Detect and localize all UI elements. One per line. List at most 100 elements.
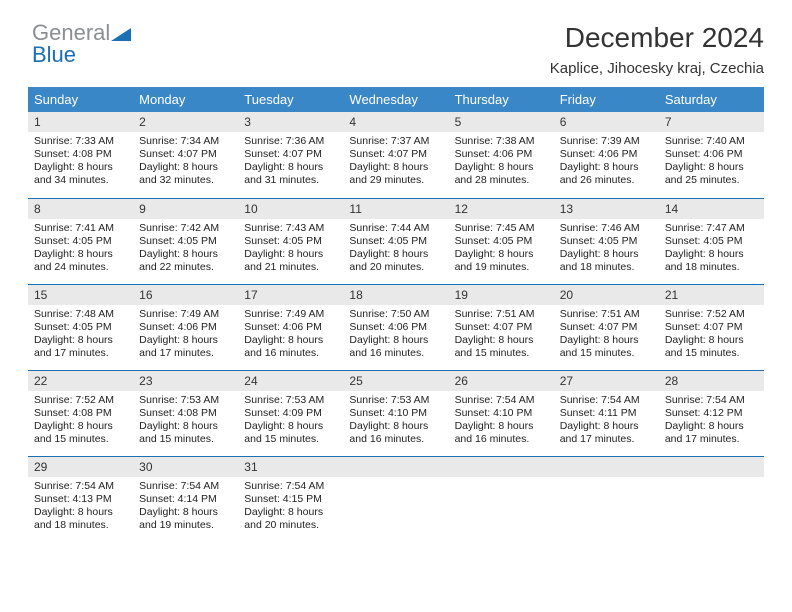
day-number: 5 xyxy=(449,112,554,132)
calendar-table: Sunday Monday Tuesday Wednesday Thursday… xyxy=(28,87,764,542)
day-number: 17 xyxy=(238,284,343,305)
day-number: 15 xyxy=(28,284,133,305)
day-number: 25 xyxy=(343,370,448,391)
day-number: 31 xyxy=(238,456,343,477)
day-number: 4 xyxy=(343,112,448,132)
day-details: Sunrise: 7:53 AMSunset: 4:10 PMDaylight:… xyxy=(343,391,448,453)
day-number: 1 xyxy=(28,112,133,132)
day-details: Sunrise: 7:48 AMSunset: 4:05 PMDaylight:… xyxy=(28,305,133,367)
weekday-header-row: Sunday Monday Tuesday Wednesday Thursday… xyxy=(28,87,764,112)
calendar-day-cell: . xyxy=(449,456,554,542)
calendar-day-cell: 23Sunrise: 7:53 AMSunset: 4:08 PMDayligh… xyxy=(133,370,238,456)
calendar-day-cell: 27Sunrise: 7:54 AMSunset: 4:11 PMDayligh… xyxy=(554,370,659,456)
day-details: Sunrise: 7:41 AMSunset: 4:05 PMDaylight:… xyxy=(28,219,133,281)
calendar-day-cell: 21Sunrise: 7:52 AMSunset: 4:07 PMDayligh… xyxy=(659,284,764,370)
day-number: 26 xyxy=(449,370,554,391)
day-details: Sunrise: 7:44 AMSunset: 4:05 PMDaylight:… xyxy=(343,219,448,281)
brand-word-2: Blue xyxy=(32,42,76,67)
weekday-header: Tuesday xyxy=(238,87,343,112)
day-details: Sunrise: 7:34 AMSunset: 4:07 PMDaylight:… xyxy=(133,132,238,194)
day-number: 27 xyxy=(554,370,659,391)
day-details: Sunrise: 7:45 AMSunset: 4:05 PMDaylight:… xyxy=(449,219,554,281)
day-number: 11 xyxy=(343,198,448,219)
calendar-day-cell: 9Sunrise: 7:42 AMSunset: 4:05 PMDaylight… xyxy=(133,198,238,284)
calendar-day-cell: 30Sunrise: 7:54 AMSunset: 4:14 PMDayligh… xyxy=(133,456,238,542)
weekday-header: Monday xyxy=(133,87,238,112)
day-number: 6 xyxy=(554,112,659,132)
day-details: Sunrise: 7:54 AMSunset: 4:13 PMDaylight:… xyxy=(28,477,133,539)
calendar-day-cell: 1Sunrise: 7:33 AMSunset: 4:08 PMDaylight… xyxy=(28,112,133,198)
calendar-week-row: 8Sunrise: 7:41 AMSunset: 4:05 PMDaylight… xyxy=(28,198,764,284)
day-details: Sunrise: 7:47 AMSunset: 4:05 PMDaylight:… xyxy=(659,219,764,281)
calendar-day-cell: 18Sunrise: 7:50 AMSunset: 4:06 PMDayligh… xyxy=(343,284,448,370)
calendar-day-cell: 13Sunrise: 7:46 AMSunset: 4:05 PMDayligh… xyxy=(554,198,659,284)
day-details: Sunrise: 7:51 AMSunset: 4:07 PMDaylight:… xyxy=(554,305,659,367)
day-details: Sunrise: 7:53 AMSunset: 4:08 PMDaylight:… xyxy=(133,391,238,453)
day-details: Sunrise: 7:42 AMSunset: 4:05 PMDaylight:… xyxy=(133,219,238,281)
calendar-day-cell: 28Sunrise: 7:54 AMSunset: 4:12 PMDayligh… xyxy=(659,370,764,456)
day-number: 18 xyxy=(343,284,448,305)
calendar-day-cell: 15Sunrise: 7:48 AMSunset: 4:05 PMDayligh… xyxy=(28,284,133,370)
calendar-day-cell: 16Sunrise: 7:49 AMSunset: 4:06 PMDayligh… xyxy=(133,284,238,370)
day-number: 7 xyxy=(659,112,764,132)
calendar-day-cell: 22Sunrise: 7:52 AMSunset: 4:08 PMDayligh… xyxy=(28,370,133,456)
calendar-day-cell: 2Sunrise: 7:34 AMSunset: 4:07 PMDaylight… xyxy=(133,112,238,198)
brand-triangle-icon xyxy=(111,28,131,42)
weekday-header: Thursday xyxy=(449,87,554,112)
day-number: 24 xyxy=(238,370,343,391)
calendar-day-cell: 12Sunrise: 7:45 AMSunset: 4:05 PMDayligh… xyxy=(449,198,554,284)
calendar-day-cell: 8Sunrise: 7:41 AMSunset: 4:05 PMDaylight… xyxy=(28,198,133,284)
day-number: 20 xyxy=(554,284,659,305)
day-details: Sunrise: 7:38 AMSunset: 4:06 PMDaylight:… xyxy=(449,132,554,194)
day-details: Sunrise: 7:39 AMSunset: 4:06 PMDaylight:… xyxy=(554,132,659,194)
calendar-day-cell: 20Sunrise: 7:51 AMSunset: 4:07 PMDayligh… xyxy=(554,284,659,370)
day-details: Sunrise: 7:54 AMSunset: 4:12 PMDaylight:… xyxy=(659,391,764,453)
calendar-week-row: 29Sunrise: 7:54 AMSunset: 4:13 PMDayligh… xyxy=(28,456,764,542)
calendar-day-cell: 17Sunrise: 7:49 AMSunset: 4:06 PMDayligh… xyxy=(238,284,343,370)
calendar-day-cell: . xyxy=(343,456,448,542)
day-details: Sunrise: 7:43 AMSunset: 4:05 PMDaylight:… xyxy=(238,219,343,281)
calendar-day-cell: 19Sunrise: 7:51 AMSunset: 4:07 PMDayligh… xyxy=(449,284,554,370)
weekday-header: Saturday xyxy=(659,87,764,112)
calendar-week-row: 22Sunrise: 7:52 AMSunset: 4:08 PMDayligh… xyxy=(28,370,764,456)
weekday-header: Wednesday xyxy=(343,87,448,112)
calendar-day-cell: 14Sunrise: 7:47 AMSunset: 4:05 PMDayligh… xyxy=(659,198,764,284)
location-line: Kaplice, Jihocesky kraj, Czechia xyxy=(28,60,764,77)
day-details: Sunrise: 7:37 AMSunset: 4:07 PMDaylight:… xyxy=(343,132,448,194)
day-details: Sunrise: 7:53 AMSunset: 4:09 PMDaylight:… xyxy=(238,391,343,453)
day-number: 2 xyxy=(133,112,238,132)
day-number: 10 xyxy=(238,198,343,219)
day-number: 9 xyxy=(133,198,238,219)
day-number: 14 xyxy=(659,198,764,219)
day-details: Sunrise: 7:33 AMSunset: 4:08 PMDaylight:… xyxy=(28,132,133,194)
day-details: Sunrise: 7:54 AMSunset: 4:15 PMDaylight:… xyxy=(238,477,343,539)
day-details: Sunrise: 7:54 AMSunset: 4:10 PMDaylight:… xyxy=(449,391,554,453)
day-number: 12 xyxy=(449,198,554,219)
day-details: Sunrise: 7:54 AMSunset: 4:14 PMDaylight:… xyxy=(133,477,238,539)
day-details: Sunrise: 7:40 AMSunset: 4:06 PMDaylight:… xyxy=(659,132,764,194)
day-number: 30 xyxy=(133,456,238,477)
day-number: 21 xyxy=(659,284,764,305)
day-number: 19 xyxy=(449,284,554,305)
calendar-day-cell: 7Sunrise: 7:40 AMSunset: 4:06 PMDaylight… xyxy=(659,112,764,198)
day-number: 16 xyxy=(133,284,238,305)
calendar-week-row: 1Sunrise: 7:33 AMSunset: 4:08 PMDaylight… xyxy=(28,112,764,198)
weekday-header: Sunday xyxy=(28,87,133,112)
day-number: 22 xyxy=(28,370,133,391)
calendar-day-cell: 11Sunrise: 7:44 AMSunset: 4:05 PMDayligh… xyxy=(343,198,448,284)
day-number: 13 xyxy=(554,198,659,219)
day-details: Sunrise: 7:36 AMSunset: 4:07 PMDaylight:… xyxy=(238,132,343,194)
day-details: Sunrise: 7:50 AMSunset: 4:06 PMDaylight:… xyxy=(343,305,448,367)
calendar-day-cell: 25Sunrise: 7:53 AMSunset: 4:10 PMDayligh… xyxy=(343,370,448,456)
day-number: 29 xyxy=(28,456,133,477)
calendar-day-cell: 4Sunrise: 7:37 AMSunset: 4:07 PMDaylight… xyxy=(343,112,448,198)
calendar-day-cell: 10Sunrise: 7:43 AMSunset: 4:05 PMDayligh… xyxy=(238,198,343,284)
calendar-day-cell: 26Sunrise: 7:54 AMSunset: 4:10 PMDayligh… xyxy=(449,370,554,456)
calendar-week-row: 15Sunrise: 7:48 AMSunset: 4:05 PMDayligh… xyxy=(28,284,764,370)
calendar-day-cell: . xyxy=(659,456,764,542)
day-details: Sunrise: 7:46 AMSunset: 4:05 PMDaylight:… xyxy=(554,219,659,281)
page-title: December 2024 xyxy=(28,22,764,54)
day-details: Sunrise: 7:54 AMSunset: 4:11 PMDaylight:… xyxy=(554,391,659,453)
calendar-day-cell: 3Sunrise: 7:36 AMSunset: 4:07 PMDaylight… xyxy=(238,112,343,198)
day-details: Sunrise: 7:49 AMSunset: 4:06 PMDaylight:… xyxy=(238,305,343,367)
